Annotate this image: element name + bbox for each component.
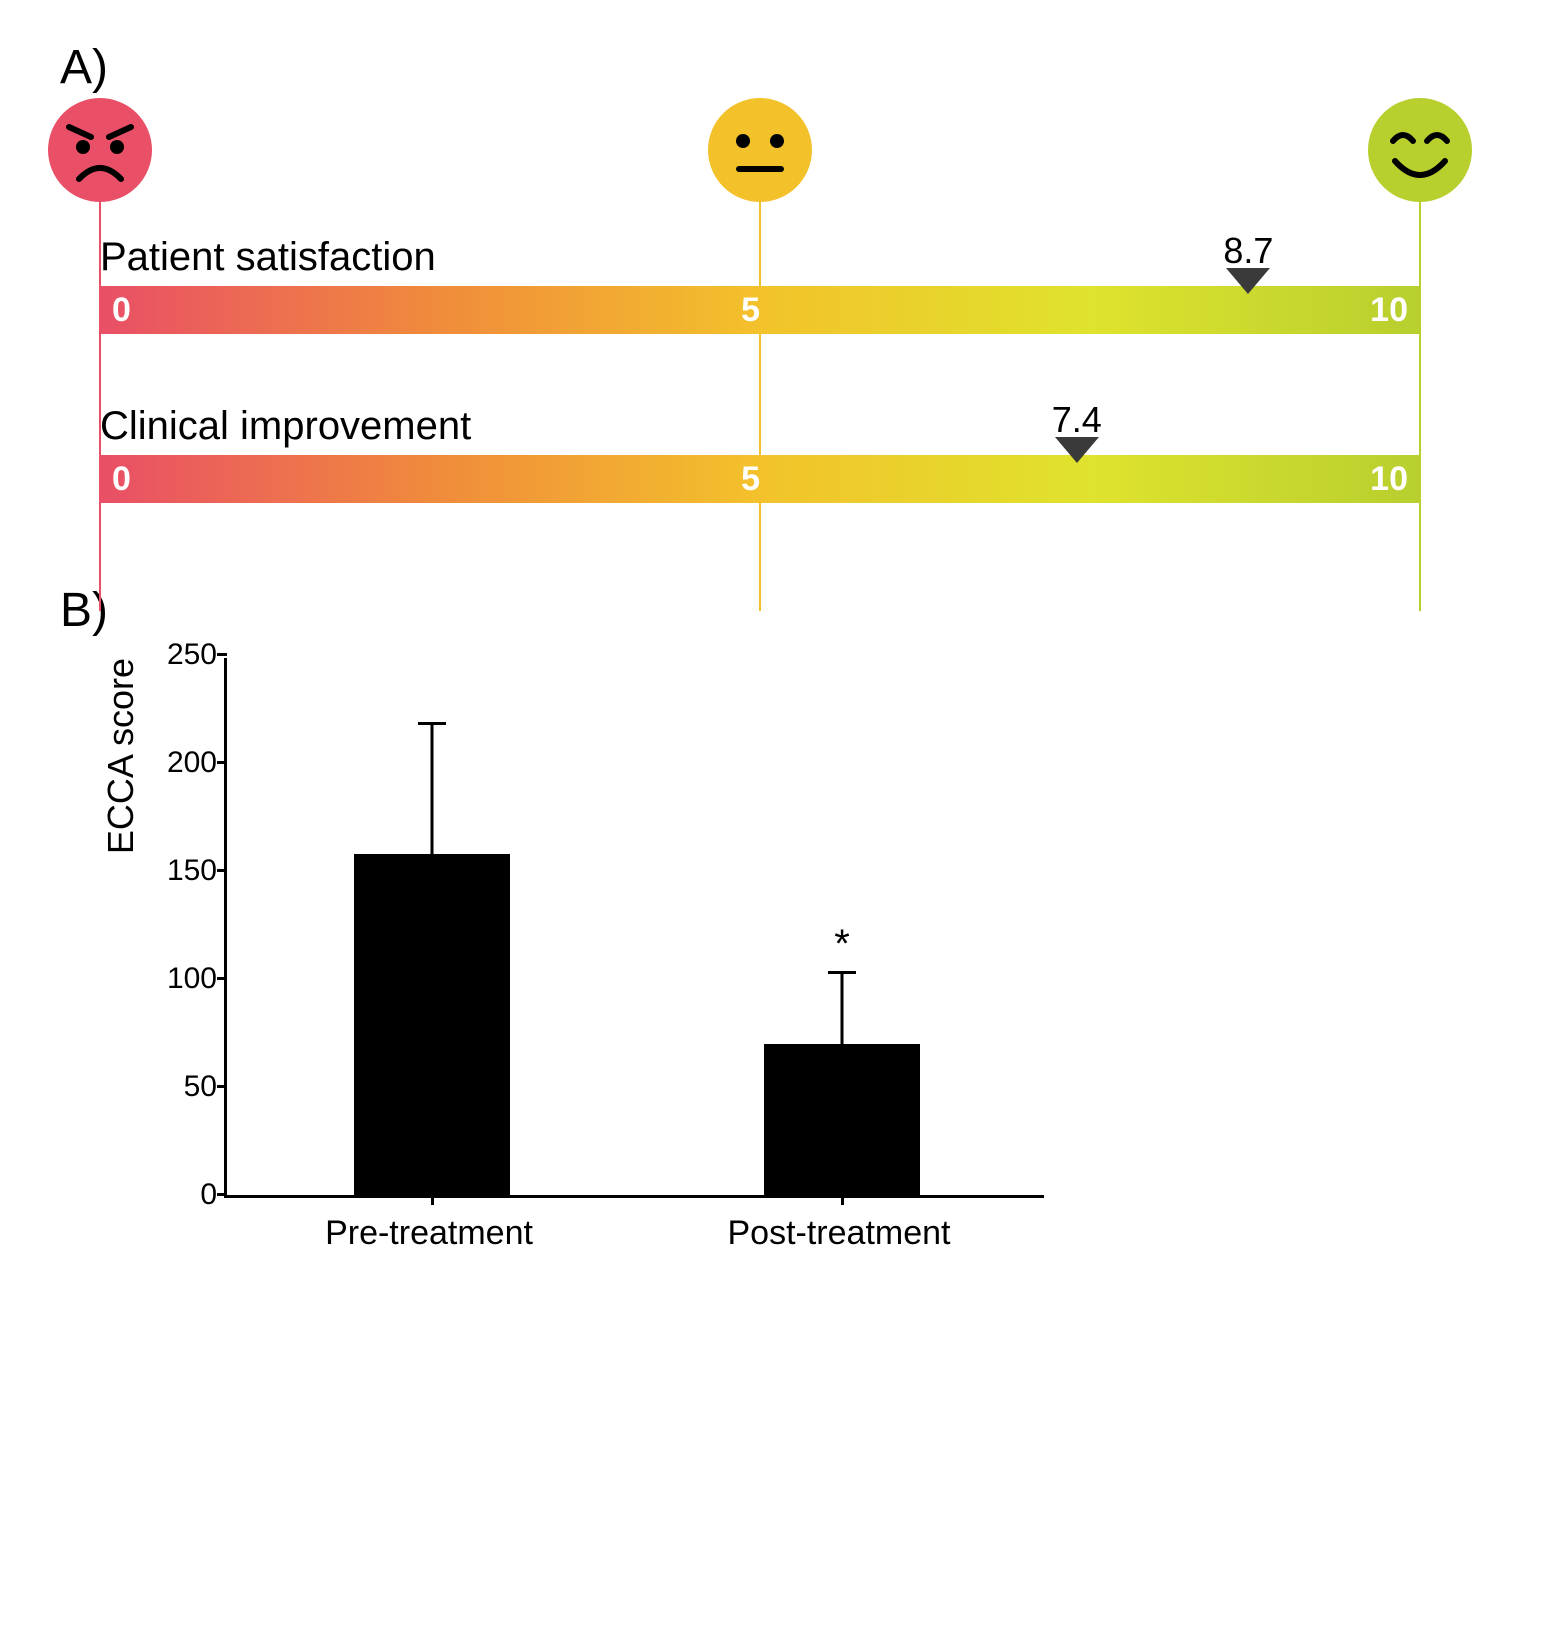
scale-bar: 05107.4 xyxy=(100,455,1420,503)
bar xyxy=(764,1044,920,1195)
x-tick-label: Post-treatment xyxy=(728,1214,951,1253)
scale-row: Clinical improvement05107.4 xyxy=(100,404,1420,503)
y-tick-mark xyxy=(217,977,227,980)
y-tick-mark xyxy=(217,653,227,656)
y-axis-label: ECCA score xyxy=(100,658,142,934)
error-bar-stem xyxy=(431,724,434,854)
chart-inner: 050100150200250* Pre-treatment Post-treat… xyxy=(154,658,1044,1264)
scale-bar: 05108.7 xyxy=(100,286,1420,334)
angry-face-icon-pin xyxy=(45,95,155,205)
y-tick-label: 0 xyxy=(157,1178,217,1212)
scale-tick: 0 xyxy=(112,460,131,499)
scale-ticks: 0 5 10 xyxy=(100,455,1420,503)
scale-row: Patient satisfaction05108.7 xyxy=(100,235,1420,334)
scale-ticks: 0 5 10 xyxy=(100,286,1420,334)
y-tick-label: 150 xyxy=(157,854,217,888)
y-tick-mark xyxy=(217,761,227,764)
scale-tick: 0 xyxy=(112,291,131,330)
x-labels: Pre-treatment Post-treatment xyxy=(224,1214,1044,1264)
y-tick-label: 50 xyxy=(157,1070,217,1104)
x-tick-mark xyxy=(431,1195,434,1205)
scale-pointer: 8.7 xyxy=(1223,230,1273,294)
panel-b-label: B) xyxy=(60,583,1499,638)
y-tick-label: 200 xyxy=(157,746,217,780)
y-tick-label: 100 xyxy=(157,962,217,996)
error-bar-cap xyxy=(828,971,856,974)
x-tick-label: Pre-treatment xyxy=(325,1214,533,1253)
bar xyxy=(354,854,510,1195)
scale-area: Patient satisfaction05108.7Clinical impr… xyxy=(100,235,1420,503)
scale-row-label: Patient satisfaction xyxy=(100,235,1420,280)
happy-face-icon-pin xyxy=(1365,95,1475,205)
y-tick-mark xyxy=(217,1193,227,1196)
plot-area: 050100150200250* xyxy=(224,658,1044,1198)
error-bar-cap xyxy=(418,722,446,725)
scale-tick: 10 xyxy=(1370,291,1408,330)
scale-pointer-value: 8.7 xyxy=(1223,230,1273,272)
y-tick-mark xyxy=(217,1085,227,1088)
error-bar-stem xyxy=(841,973,844,1044)
happy-face-icon xyxy=(1365,95,1475,205)
angry-face-icon xyxy=(45,95,155,205)
panel-a: Patient satisfaction05108.7Clinical impr… xyxy=(60,235,1499,503)
significance-mark: * xyxy=(834,922,850,967)
scale-pointer: 7.4 xyxy=(1052,399,1102,463)
x-tick-mark xyxy=(841,1195,844,1205)
neutral-face-icon-pin xyxy=(705,95,815,205)
scale-pointer-value: 7.4 xyxy=(1052,399,1102,441)
scale-tick: 5 xyxy=(741,460,760,499)
panel-b: ECCA score 050100150200250* Pre-treatmen… xyxy=(60,658,1499,1264)
y-tick-mark xyxy=(217,869,227,872)
scale-tick: 10 xyxy=(1370,460,1408,499)
neutral-face-icon xyxy=(705,95,815,205)
panel-a-label: A) xyxy=(60,40,1499,95)
scale-row-label: Clinical improvement xyxy=(100,404,1420,449)
chart-wrap: ECCA score 050100150200250* Pre-treatmen… xyxy=(100,658,1459,1264)
y-tick-label: 250 xyxy=(157,638,217,672)
scale-tick: 5 xyxy=(741,291,760,330)
